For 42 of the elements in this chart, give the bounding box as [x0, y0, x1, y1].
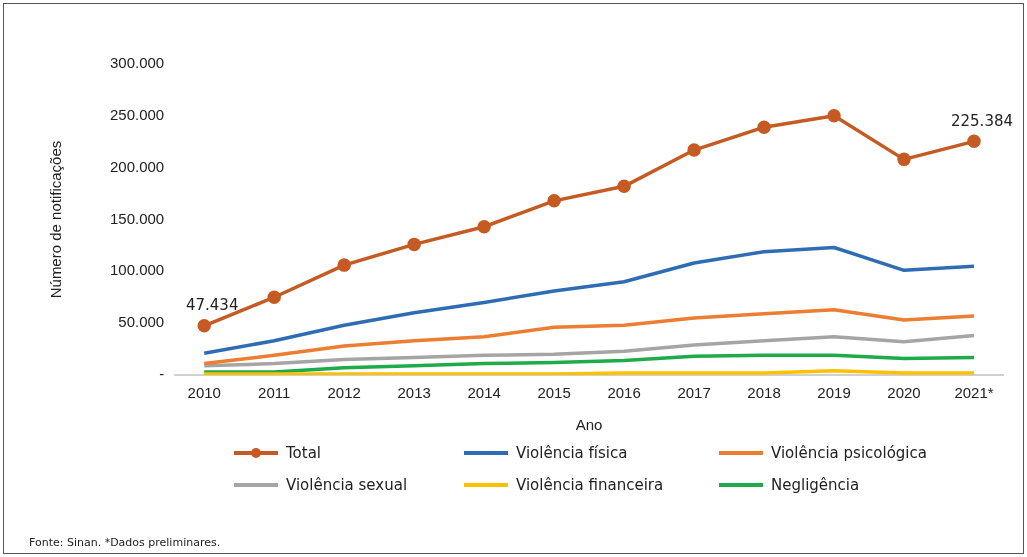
point [547, 194, 561, 208]
point [197, 319, 211, 333]
y-tick-label: 300.000 [109, 54, 165, 72]
point [477, 220, 491, 234]
y-tick-label: 250.000 [109, 105, 165, 123]
y-axis-title: Número de notificações [47, 140, 65, 299]
y-tick-label: 150.000 [109, 209, 165, 227]
x-tick-label: 2013 [397, 384, 431, 402]
point [687, 143, 701, 157]
legend-label: Violência sexual [286, 476, 408, 494]
x-tick-label: 2012 [327, 384, 361, 402]
x-axis-title: Ano [575, 416, 603, 434]
y-tick-label: 50.000 [118, 313, 165, 331]
y-tick-label: 100.000 [109, 261, 165, 279]
point [407, 237, 421, 252]
point [337, 258, 351, 272]
legend-label: Violência psicológica [771, 444, 927, 462]
source-note: Fonte: Sinan. *Dados preliminares. [29, 536, 221, 549]
x-tick-label: 2020 [887, 384, 921, 402]
x-tick-label: 2021* [954, 384, 994, 402]
annotation: 225.384 [950, 111, 1014, 130]
legend-label: Violência financeira [516, 476, 664, 494]
x-tick-label: 2017 [677, 384, 711, 402]
x-tick-label: 2011 [258, 384, 291, 402]
x-tick-label: 2016 [607, 384, 641, 402]
point [967, 134, 981, 149]
point [617, 179, 631, 194]
legend-label: Violência física [516, 444, 628, 462]
annotation: 47.434 [185, 296, 239, 315]
point [827, 109, 841, 123]
legend-label: Total [286, 444, 322, 462]
y-tick-label: 200.000 [109, 157, 165, 175]
y-tick-label: - [159, 365, 165, 383]
x-tick-label: 2018 [747, 384, 781, 402]
point [267, 290, 281, 304]
x-tick-label: 2015 [537, 384, 571, 402]
x-tick-label: 2010 [187, 384, 221, 402]
point [757, 120, 771, 134]
x-tick-label: 2019 [817, 384, 851, 402]
point [897, 152, 911, 167]
legend-label: Negligência [771, 476, 860, 494]
x-tick-label: 2014 [467, 384, 501, 402]
